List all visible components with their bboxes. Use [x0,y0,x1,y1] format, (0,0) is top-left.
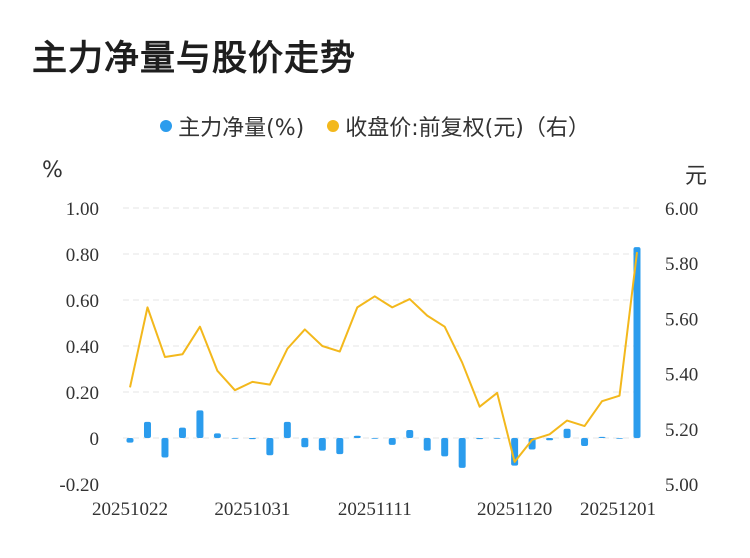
net-flow-bar [336,438,344,455]
y-right-tick-label: 5.60 [665,309,698,330]
legend-item-net-flow[interactable]: 主力净量(%) [160,110,304,142]
net-flow-bar [283,421,291,438]
net-flow-bar [161,438,169,458]
y-left-tick-label: 0.20 [66,383,99,404]
legend-dot-net-flow [160,120,173,132]
right-axis-unit: 元 [685,164,708,189]
net-flow-bar [633,247,641,438]
net-flow-bar [301,438,309,448]
net-flow-bar [458,438,466,468]
legend-label-net-flow: 主力净量(%) [178,116,305,141]
net-flow-bar [581,438,589,447]
y-right-tick-label: 5.40 [665,365,698,386]
net-flow-bar [266,438,274,456]
x-tick-label: 20251022 [92,499,168,520]
x-tick-label: 20251201 [580,499,656,520]
net-flow-bar [353,435,361,438]
x-tick-label: 20251031 [214,499,290,520]
chart-legend: 主力净量(%) 收盘价:前复权(元)（右） [0,110,750,142]
net-flow-bar [196,410,204,438]
x-tick-label: 20251120 [477,499,552,520]
net-flow-bar [371,438,379,439]
y-left-tick-label: 0.80 [66,245,99,266]
net-flow-bar [598,436,606,438]
legend-item-close-price[interactable]: 收盘价:前复权(元)（右） [327,110,590,142]
y-right-tick-label: 5.80 [665,254,698,275]
net-flow-bar [476,438,484,440]
legend-dot-close-price [327,120,340,132]
net-flow-bar [441,438,449,457]
net-flow-bar [178,427,186,438]
net-flow-bar [143,421,151,438]
net-flow-bar [616,438,624,439]
net-flow-bar [248,438,256,440]
close-price-line [129,252,638,463]
net-flow-bar [126,438,134,443]
net-flow-bar [423,438,431,451]
y-right-tick-label: 5.20 [665,420,698,441]
net-flow-bar [213,433,221,438]
y-left-tick-label: -0.20 [59,475,99,496]
left-axis-unit: % [42,158,63,183]
y-right-tick-label: 6.00 [665,199,698,220]
net-flow-bar [563,428,571,438]
y-left-tick-label: 1.00 [66,199,99,220]
net-flow-bar [493,438,501,439]
y-right-tick-label: 5.00 [665,475,698,496]
y-left-tick-label: 0.60 [66,291,99,312]
net-flow-bar [406,429,414,438]
net-flow-bar [318,438,326,451]
y-left-tick-label: 0 [90,429,100,450]
net-flow-bar [546,438,554,441]
legend-label-close-price: 收盘价:前复权(元)（右） [345,116,590,141]
net-flow-bar [388,438,396,445]
y-left-tick-label: 0.40 [66,337,99,358]
chart-title: 主力净量与股价走势 [32,39,357,79]
net-flow-bar [231,438,239,439]
x-tick-label: 20251111 [338,499,412,520]
